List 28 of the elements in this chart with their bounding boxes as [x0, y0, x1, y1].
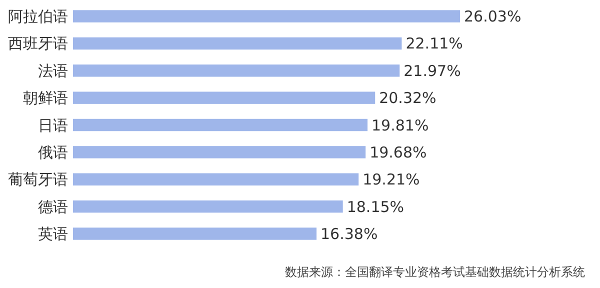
bar [73, 200, 343, 213]
y-tick-label: 阿拉伯语 [8, 8, 68, 26]
y-tick-label: 朝鲜语 [23, 89, 68, 108]
data-label: 19.68% [370, 143, 427, 162]
y-tick-label: 英语 [38, 224, 68, 243]
data-label: 19.81% [372, 116, 429, 134]
bar [73, 10, 460, 22]
data-label: 19.21% [362, 170, 420, 189]
bar [73, 146, 366, 158]
y-tick-label: 西班牙语 [8, 34, 68, 53]
y-tick-label: 法语 [38, 62, 68, 80]
source-note: 数据来源：全国翻译专业资格考试基础数据统计分析系统 [285, 265, 585, 279]
y-tick-label: 日语 [38, 116, 68, 134]
bar [73, 64, 400, 77]
data-label: 20.32% [379, 89, 436, 108]
y-tick-label: 德语 [38, 198, 68, 216]
bar [73, 92, 376, 104]
data-label: 21.97% [404, 62, 461, 80]
bar [73, 37, 402, 50]
y-tick-label: 葡萄牙语 [8, 170, 68, 189]
data-label: 16.38% [320, 224, 378, 243]
data-label: 26.03% [464, 8, 522, 26]
y-tick-label: 俄语 [38, 143, 68, 162]
bar [73, 118, 368, 132]
data-label: 18.15% [346, 198, 404, 216]
bar [73, 173, 359, 186]
data-label: 22.11% [406, 34, 463, 53]
bar [73, 228, 317, 240]
